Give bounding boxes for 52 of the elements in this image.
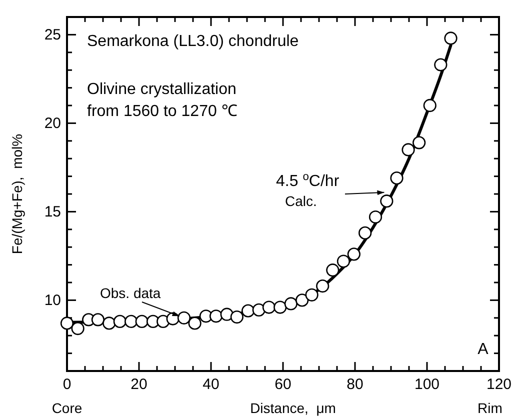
point: [124, 314, 138, 328]
x-tick-label: 80: [346, 376, 364, 393]
y-tick-label: 20: [44, 115, 61, 132]
x-tick-label: 100: [414, 376, 440, 393]
point: [274, 300, 287, 314]
point: [209, 310, 223, 323]
point: [390, 172, 404, 185]
point: [305, 288, 318, 302]
y-tick-label: 25: [44, 26, 61, 44]
point: [402, 143, 415, 156]
annotation: Olivine crystallization from 1560 to 1270 ℃: [87, 81, 238, 120]
point: [91, 313, 105, 326]
x-tick-label: 40: [202, 376, 220, 393]
annotation: A: [478, 341, 489, 358]
text: Rim: [478, 400, 502, 416]
annotation: Semarkona (LL3.0) chondrule: [87, 33, 299, 50]
point: [60, 316, 74, 330]
y-axis-title: Fe/(Mg+Fe), mol%: [9, 134, 25, 254]
x-tick-label: 0: [62, 376, 72, 393]
point: [262, 300, 276, 314]
point: [412, 136, 426, 150]
annotation: Calc.: [285, 193, 317, 209]
text: Core: [52, 400, 82, 416]
point: [326, 264, 340, 277]
x-axis-title: Distance, μm: [250, 400, 336, 416]
point: [71, 322, 84, 336]
point: [316, 279, 330, 293]
point: [347, 248, 360, 261]
x-tick-label: 120: [486, 376, 512, 393]
point: [177, 311, 191, 324]
point: [296, 294, 309, 307]
y-tick-label: 10: [44, 292, 61, 310]
point: [135, 314, 148, 328]
point: [434, 58, 448, 72]
point: [423, 98, 436, 112]
point: [358, 226, 372, 240]
point: [380, 194, 394, 208]
point: [188, 316, 202, 330]
y-tick-label: 15: [44, 204, 61, 221]
point: [336, 254, 350, 268]
point: [368, 210, 382, 224]
point: [230, 310, 244, 324]
point: [252, 303, 266, 316]
annotation: Obs. data: [100, 285, 161, 301]
point: [242, 304, 255, 318]
point: [113, 314, 126, 328]
point: [444, 32, 458, 45]
annotation: 4.5 $^{o}$C/hr: [276, 171, 340, 190]
x-tick-label: 60: [274, 376, 292, 393]
point: [284, 297, 298, 310]
x-tick-label: 20: [130, 376, 148, 393]
point: [102, 316, 116, 330]
